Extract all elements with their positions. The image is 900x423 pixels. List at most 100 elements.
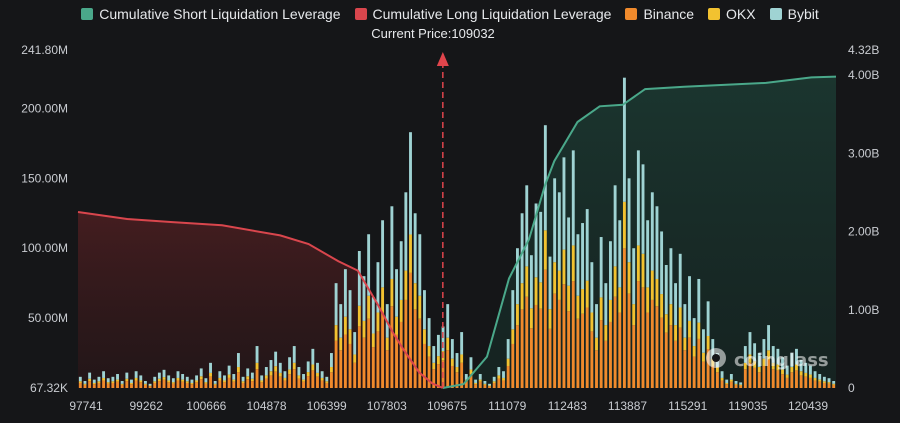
legend-item-bybit[interactable]: Bybit [769,6,819,22]
bar-segment-bybit [269,360,273,372]
bar-segment-binance [357,326,361,388]
long-cumulative-line [77,211,444,389]
bar-segment-okx [832,383,836,385]
bar-segment-bybit [799,360,803,372]
bar-segment-binance [209,376,212,388]
bar-segment-bybit [274,351,278,367]
bar-segment-binance [729,381,733,388]
bar-segment-binance [102,380,106,388]
bar-segment-bybit [297,367,301,376]
liquidation-bar [153,376,157,388]
bar-segment-bybit [404,192,408,271]
bar-segment-bybit [697,278,701,323]
bar-segment-okx [609,299,612,322]
bar-segment-bybit [557,192,561,271]
liquidation-bar [143,381,147,388]
bar-segment-bybit [185,376,189,382]
bar-segment-binance [799,375,803,388]
liquidation-bar [106,378,110,388]
bar-segment-okx [385,337,389,351]
bar-segment-binance [376,331,380,388]
bar-segment-okx [167,380,171,383]
legend-item-long[interactable]: Cumulative Long Liquidation Leverage [354,6,611,22]
bar-segment-binance [683,350,687,388]
legend-item-okx[interactable]: OKX [708,6,756,22]
bar-segment-okx [543,230,547,270]
bar-segment-okx [697,322,701,339]
bar-segment-okx [376,312,380,332]
bar-segment-binance [804,376,808,388]
bar-segment-binance [409,272,412,388]
bar-segment-bybit [571,150,575,246]
liquidation-bar [622,77,626,388]
bar-segment-binance [539,308,543,388]
bar-segment-okx [632,304,636,326]
bar-segment-bybit [157,372,161,379]
bar-segment-okx [585,280,589,308]
bar-segment-okx [143,383,147,385]
bar-segment-bybit [232,374,236,380]
bar-segment-bybit [706,301,710,336]
bar-segment-okx [436,356,440,365]
bar-segment-bybit [311,348,315,365]
bar-segment-binance [702,361,705,388]
bar-segment-bybit [548,256,552,310]
bar-segment-binance [297,378,301,388]
liquidation-bar [650,192,654,388]
bar-segment-okx [139,380,143,383]
liquidation-bar [83,381,87,388]
liquidation-bar [116,374,119,388]
liquidation-bar [111,376,115,388]
bar-segment-bybit [483,381,487,384]
liquidation-bar [557,192,561,388]
bar-segment-okx [171,382,175,384]
bar-segment-okx [330,367,333,373]
bar-segment-okx [753,361,757,368]
bar-segment-okx [157,378,161,382]
bar-segment-binance [734,384,738,388]
bar-segment-bybit [804,362,808,373]
bar-segment-binance [157,381,161,388]
bar-segment-binance [450,365,454,388]
bar-segment-binance [771,369,775,388]
bar-segment-okx [223,380,226,383]
bar-segment-bybit [720,371,724,378]
bar-segment-bybit [813,371,817,378]
bar-segment-binance [664,332,668,388]
legend-item-short[interactable]: Cumulative Short Liquidation Leverage [81,6,341,22]
bar-segment-okx [636,245,640,282]
bar-segment-okx [567,285,571,312]
bar-segment-okx [339,337,343,351]
bar-segment-okx [460,354,464,363]
bar-segment-bybit [516,248,519,305]
bar-segment-binance [548,328,552,388]
liquidation-bar [539,211,543,388]
bar-segment-binance [423,343,426,388]
liquidation-bar [688,276,691,388]
bar-segment-okx [799,371,803,376]
bar-segment-okx [399,299,403,322]
bar-segment-binance [529,328,533,388]
bar-segment-bybit [599,237,603,298]
bar-segment-binance [381,312,385,388]
coinglass-logo-icon [704,346,728,375]
liquidation-bar [604,283,608,388]
bar-segment-okx [646,287,650,313]
bar-segment-binance [460,362,464,388]
bar-segment-binance [469,374,473,388]
bar-segment-bybit [632,248,636,305]
bar-segment-bybit [776,348,780,365]
liquidation-bar [348,290,352,388]
liquidation-bar [227,365,231,388]
bar-segment-binance [246,379,250,388]
bar-segment-okx [246,376,250,380]
bar-segment-bybit [97,376,101,382]
legend-swatch-okx [708,8,721,20]
liquidation-bar [446,304,450,388]
liquidation-bar [88,372,92,388]
legend-item-binance[interactable]: Binance [625,6,694,22]
liquidation-bar [427,318,431,388]
bar-segment-okx [469,369,473,375]
liquidation-bar [185,376,189,388]
bar-segment-okx [288,369,292,375]
